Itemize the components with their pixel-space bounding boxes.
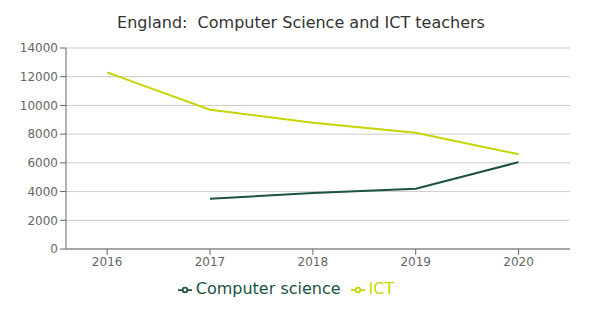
svg-text:2017: 2017 [195, 255, 226, 269]
svg-text:12000: 12000 [20, 70, 58, 84]
svg-text:10000: 10000 [20, 99, 58, 113]
svg-text:6000: 6000 [27, 156, 58, 170]
html-text:Computer science: Computer science [195, 279, 341, 298]
html-text:ICT: ICT [368, 279, 395, 298]
html-text:England: Computer Science and: England: Computer Science and ICT teache… [117, 13, 485, 32]
svg-text:14000: 14000 [20, 41, 58, 55]
svg-text:2000: 2000 [27, 214, 58, 228]
svg-text:2016: 2016 [92, 255, 123, 269]
svg-text:2020: 2020 [503, 255, 534, 269]
svg-text:2018: 2018 [298, 255, 329, 269]
svg-text:4000: 4000 [27, 185, 58, 199]
svg-text:0: 0 [50, 242, 58, 256]
svg-text:8000: 8000 [27, 127, 58, 141]
svg-text:2019: 2019 [400, 255, 431, 269]
